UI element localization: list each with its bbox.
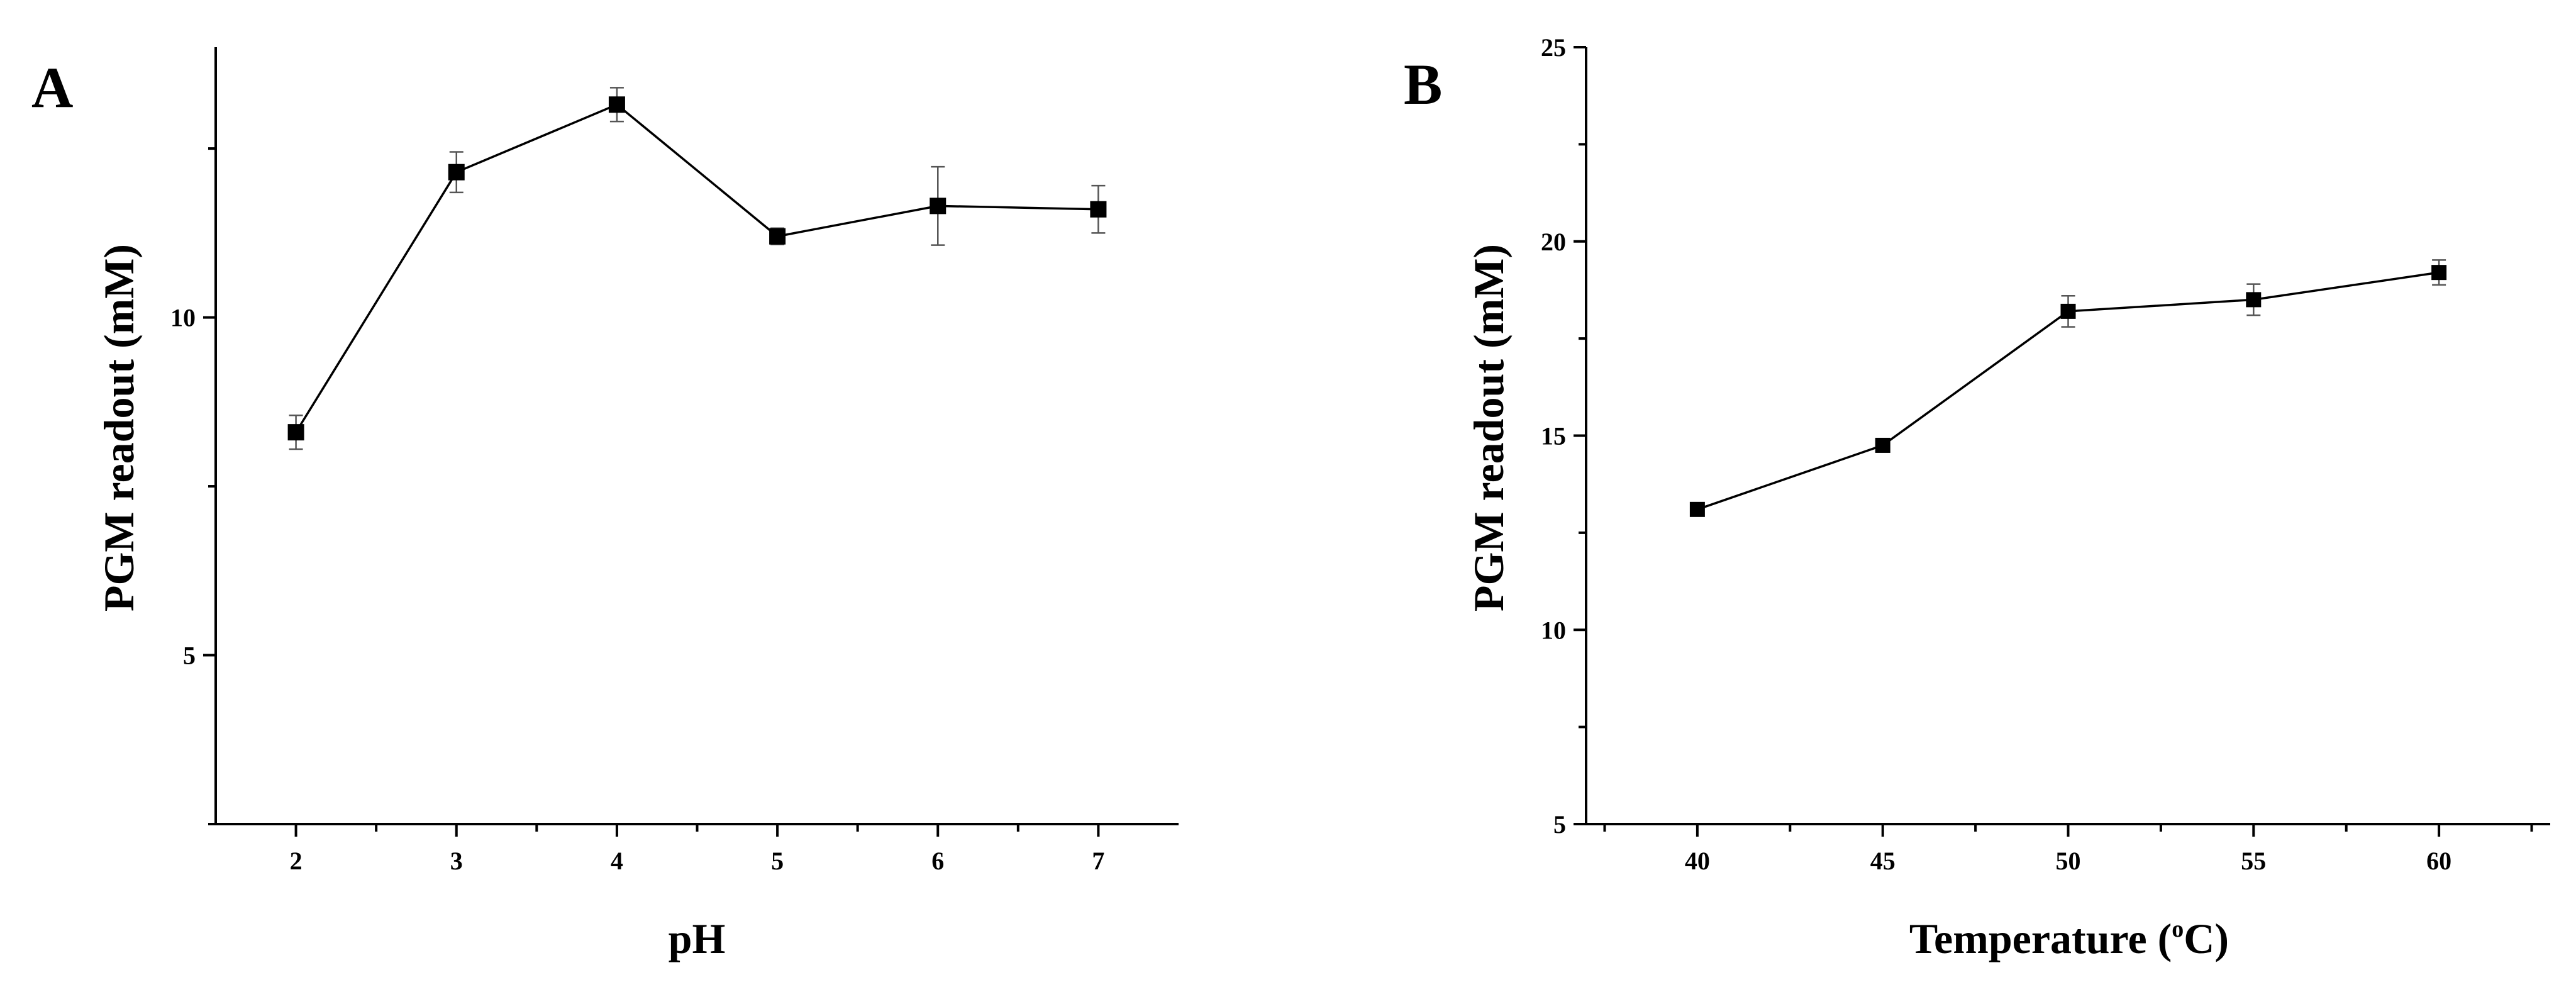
panel-b-data-point (2060, 303, 2076, 319)
panel-b-series (1689, 259, 2447, 517)
panel-b-x-axis-title: Temperature (oC) (1909, 915, 2229, 962)
panel-a-x-tick-label: 5 (771, 847, 784, 875)
panel-b-y-axis-title: PGM readout (mM) (1465, 244, 1513, 611)
panel-b-data-point (2431, 265, 2447, 281)
panel-a-data-point (769, 228, 786, 245)
panel-b-x-ticks: 40 45 50 55 60 (1603, 824, 2533, 875)
panel-a-x-tick-label: 6 (931, 847, 944, 875)
panel-b-x-tick-label: 60 (2426, 847, 2451, 875)
panel-a-label: A (31, 55, 73, 120)
panel-a-data-point (1090, 201, 1107, 218)
panel-a-y-ticks: 5 10 (170, 147, 216, 825)
panel-b-y-tick-label: 5 (1553, 810, 1566, 839)
panel-b-x-axis-title-unit: C) (2184, 915, 2229, 962)
panel-b-x-axis-title-text: Temperature ( (1909, 915, 2172, 962)
panel-b-data-point (1689, 501, 1705, 517)
panel-b-data-point (2246, 292, 2262, 308)
panel-a-data-point (287, 424, 304, 441)
panel-a-x-axis-title: pH (669, 915, 726, 962)
panel-a-y-tick-label: 5 (183, 642, 196, 670)
panel-b-x-tick-label: 40 (1685, 847, 1710, 875)
panel-b-y-tick-label: 20 (1541, 228, 1566, 256)
panel-a-chart: A 2 3 4 5 6 7 5 10 pH PGM readout (mM) (31, 47, 1179, 962)
panel-a-data-point (608, 96, 625, 113)
panel-a-x-tick-label: 4 (611, 847, 623, 875)
panel-a-x-tick-label: 2 (290, 847, 303, 875)
panel-a-data-point (448, 164, 465, 181)
panel-b-x-axis-degree-sign: o (2172, 916, 2184, 942)
panel-b-y-ticks: 5 10 15 20 25 (1541, 33, 1586, 839)
panel-a-series (287, 87, 1107, 450)
panel-a-x-tick-label: 7 (1092, 847, 1104, 875)
panel-b-y-tick-label: 15 (1541, 422, 1566, 450)
panel-b-x-tick-label: 50 (2056, 847, 2081, 875)
panel-a-series-line (295, 103, 1099, 433)
panel-a-data-point (930, 198, 947, 215)
panel-a-y-tick-label: 10 (170, 304, 196, 332)
panel-b-x-tick-label: 45 (1870, 847, 1896, 875)
panel-a-x-ticks: 2 3 4 5 6 7 (290, 824, 1104, 875)
panel-b-x-tick-label: 55 (2241, 847, 2266, 875)
panel-a-x-tick-label: 3 (450, 847, 463, 875)
panel-a-y-axis-title: PGM readout (mM) (95, 244, 143, 611)
panel-b-y-tick-label: 10 (1541, 616, 1566, 644)
panel-b-y-tick-label: 25 (1541, 33, 1566, 62)
panel-b-label: B (1404, 52, 1442, 116)
panel-b-data-point (1875, 437, 1890, 453)
